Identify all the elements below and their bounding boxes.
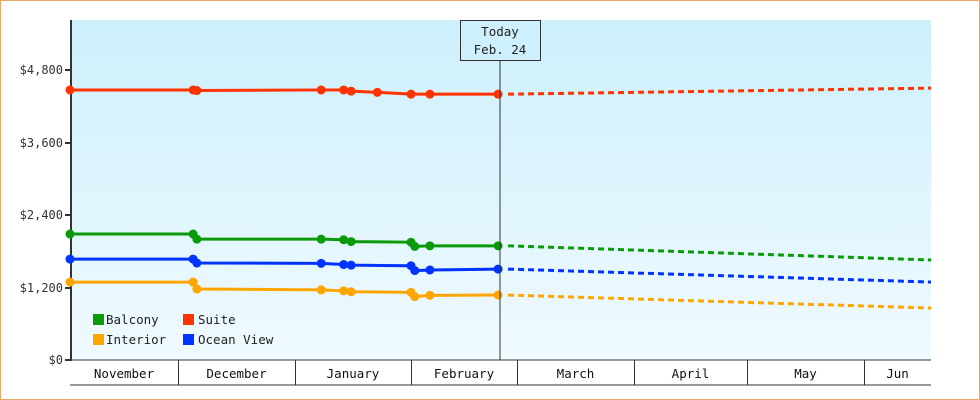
month-label: Jun <box>886 366 909 381</box>
data-point[interactable] <box>339 260 349 270</box>
y-tick-label: $3,600 <box>20 136 63 150</box>
month-label: February <box>434 366 495 381</box>
data-point[interactable] <box>316 234 326 244</box>
legend-swatch-interior <box>93 334 104 345</box>
data-point[interactable] <box>346 260 356 270</box>
y-tick-label: $2,400 <box>20 208 63 222</box>
data-point[interactable] <box>425 241 435 251</box>
data-point[interactable] <box>192 86 202 96</box>
data-point[interactable] <box>425 290 435 300</box>
data-point[interactable] <box>493 264 503 274</box>
legend-swatch-ocean-view <box>183 334 194 345</box>
data-point[interactable] <box>339 286 349 296</box>
month-label: April <box>672 366 710 381</box>
series-ocean-view <box>65 254 932 284</box>
y-tick-label: $0 <box>49 353 63 367</box>
data-point[interactable] <box>65 85 75 95</box>
projection-line <box>508 293 932 310</box>
month-label: January <box>327 366 380 381</box>
legend-label-interior: Interior <box>106 332 167 347</box>
legend-label-balcony: Balcony <box>106 312 159 327</box>
month-label: December <box>206 366 267 381</box>
data-point[interactable] <box>406 89 416 99</box>
data-point[interactable] <box>346 237 356 247</box>
data-point[interactable] <box>493 290 503 300</box>
projection-line <box>508 86 932 96</box>
data-point[interactable] <box>316 85 326 95</box>
series-balcony <box>65 229 932 262</box>
plot-area <box>71 20 931 360</box>
data-point[interactable] <box>346 287 356 297</box>
data-point[interactable] <box>192 284 202 294</box>
data-point[interactable] <box>316 258 326 268</box>
data-point[interactable] <box>192 234 202 244</box>
today-box <box>460 20 541 61</box>
month-label: May <box>794 366 817 381</box>
data-point[interactable] <box>425 265 435 275</box>
x-axis-months: November December January February March Apri… <box>94 360 909 385</box>
data-point[interactable] <box>410 266 420 276</box>
today-label: Today <box>481 24 519 39</box>
data-point[interactable] <box>188 277 198 287</box>
y-tick-label: $1,200 <box>20 281 63 295</box>
y-tick-label: $4,800 <box>20 63 63 77</box>
data-point[interactable] <box>65 277 75 287</box>
data-point[interactable] <box>493 89 503 99</box>
data-point[interactable] <box>339 85 349 95</box>
month-label: November <box>94 366 155 381</box>
legend-swatch-suite <box>183 314 194 325</box>
data-point[interactable] <box>493 241 503 251</box>
series-interior <box>65 277 932 310</box>
data-point[interactable] <box>372 87 382 97</box>
data-point[interactable] <box>65 229 75 239</box>
data-point[interactable] <box>316 285 326 295</box>
series-lines <box>65 85 932 310</box>
projection-line <box>508 244 932 262</box>
legend-swatch-balcony <box>93 314 104 325</box>
series-suite <box>65 85 932 99</box>
data-point[interactable] <box>410 241 420 251</box>
legend-label-suite: Suite <box>198 312 236 327</box>
today-date: Feb. 24 <box>474 42 527 57</box>
data-point[interactable] <box>425 89 435 99</box>
data-point[interactable] <box>192 258 202 268</box>
legend-label-ocean-view: Ocean View <box>198 332 274 347</box>
legend: Balcony Suite Interior Ocean View <box>93 312 274 347</box>
data-point[interactable] <box>410 292 420 302</box>
month-label: March <box>557 366 595 381</box>
data-point[interactable] <box>65 254 75 264</box>
projection-line <box>508 267 932 284</box>
y-axis-ticks: $0 $1,200 $2,400 $3,600 $4,800 <box>20 63 71 367</box>
data-point[interactable] <box>339 235 349 245</box>
data-point[interactable] <box>346 86 356 96</box>
